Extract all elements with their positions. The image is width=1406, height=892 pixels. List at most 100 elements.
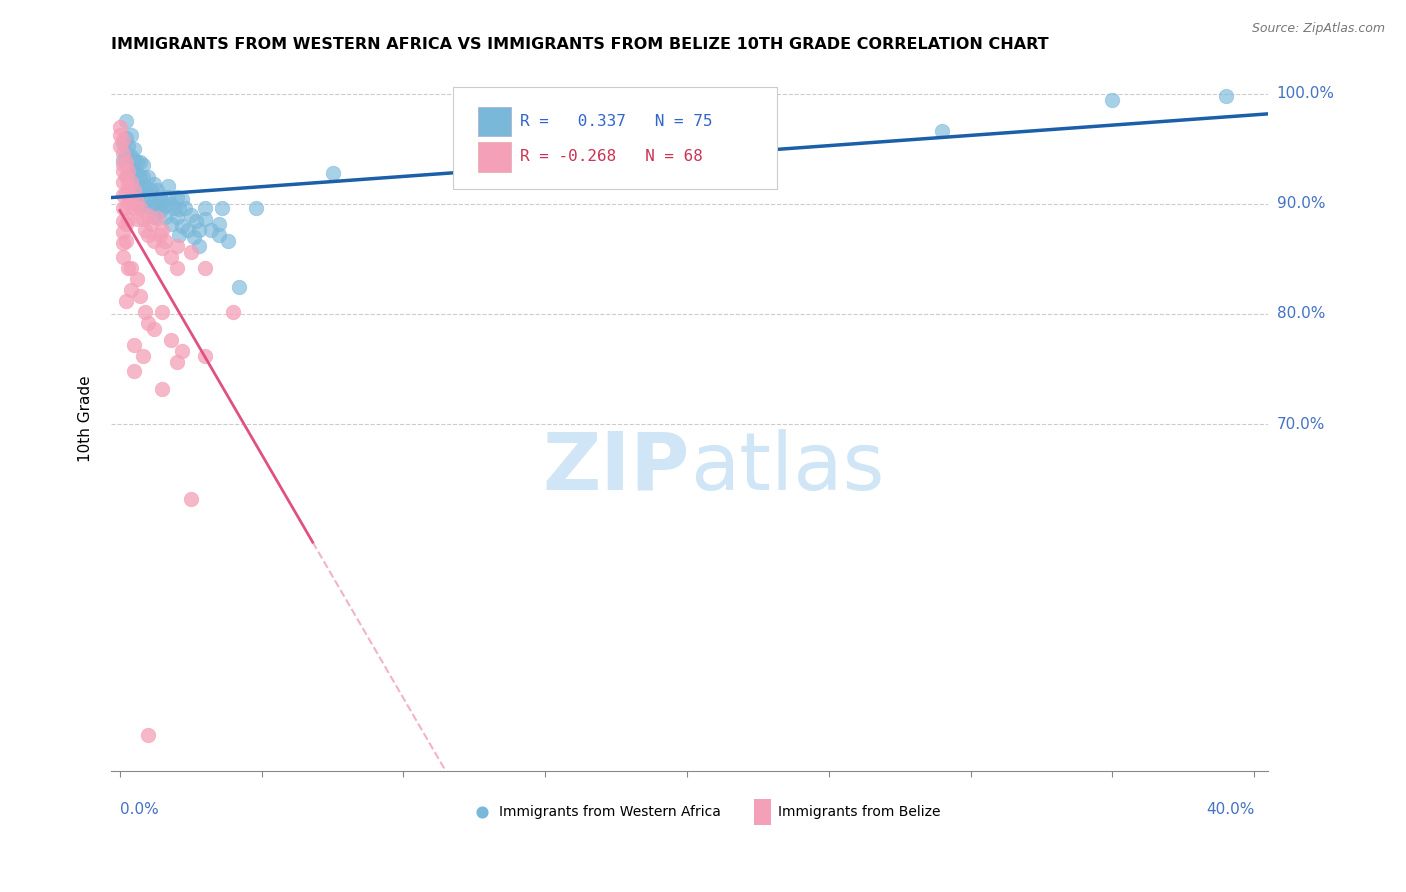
Point (122, 364, 145, 378)
Point (125, 194, 148, 209)
Point (155, 210, 177, 224)
Point (148, 204, 170, 219)
Point (108, 128, 131, 143)
Point (172, 219, 194, 233)
Text: Immigrants from Belize: Immigrants from Belize (778, 805, 941, 819)
Point (128, 201, 150, 215)
Point (134, 223, 156, 237)
Point (117, 260, 139, 275)
Point (148, 190, 170, 204)
Point (136, 227, 159, 242)
Point (1101, 93, 1123, 107)
Text: atlas: atlas (690, 429, 884, 507)
Point (120, 283, 142, 297)
Point (245, 201, 267, 215)
Point (108, 139, 131, 153)
Point (131, 212, 153, 227)
Text: 90.0%: 90.0% (1277, 196, 1326, 211)
Text: ZIP: ZIP (543, 429, 690, 507)
Point (117, 139, 139, 153)
Point (142, 322, 165, 336)
Point (148, 227, 170, 242)
Text: 70.0%: 70.0% (1277, 417, 1324, 432)
Point (208, 217, 231, 231)
Point (111, 136, 134, 150)
Point (111, 153, 134, 167)
Point (166, 238, 188, 252)
Point (157, 179, 180, 194)
Point (160, 217, 183, 231)
Point (122, 338, 145, 352)
Text: Source: ZipAtlas.com: Source: ZipAtlas.com (1251, 22, 1385, 36)
Point (134, 196, 156, 211)
Point (139, 199, 162, 213)
Point (174, 201, 197, 215)
Point (228, 280, 250, 294)
Point (160, 250, 183, 264)
Point (194, 349, 217, 363)
Point (172, 192, 194, 206)
Point (200, 223, 222, 237)
Point (177, 223, 200, 237)
Y-axis label: 10th Grade: 10th Grade (79, 376, 93, 462)
Point (136, 208, 159, 222)
Point (120, 163, 142, 178)
Point (122, 201, 145, 215)
Bar (478, 107, 510, 136)
Point (166, 190, 188, 204)
Point (222, 304, 245, 318)
Text: 100.0%: 100.0% (1277, 86, 1334, 101)
Point (125, 166, 148, 180)
Point (145, 184, 167, 198)
FancyBboxPatch shape (453, 87, 776, 189)
Point (111, 133, 134, 147)
Point (117, 163, 139, 178)
Point (150, 223, 173, 237)
Point (183, 229, 205, 244)
Point (142, 177, 165, 191)
Point (188, 223, 211, 237)
Text: Immigrants from Western Africa: Immigrants from Western Africa (499, 805, 721, 819)
Point (111, 146, 134, 161)
Point (122, 177, 145, 191)
Point (111, 188, 134, 202)
Point (477, 170, 499, 185)
Point (136, 188, 159, 202)
Text: 0.0%: 0.0% (120, 802, 159, 817)
Point (155, 199, 177, 213)
Point (125, 180, 148, 194)
Point (180, 491, 202, 506)
Point (131, 349, 153, 363)
Point (122, 166, 145, 180)
Point (142, 210, 165, 224)
Point (136, 316, 159, 330)
Point (111, 226, 134, 240)
Point (180, 208, 202, 222)
Text: IMMIGRANTS FROM WESTERN AFRICA VS IMMIGRANTS FROM BELIZE 10TH GRADE CORRELATION : IMMIGRANTS FROM WESTERN AFRICA VS IMMIGR… (111, 37, 1049, 53)
Point (169, 227, 191, 242)
Point (548, 139, 571, 153)
Point (122, 153, 145, 167)
Point (186, 214, 208, 228)
Bar (478, 142, 510, 172)
Point (111, 236, 134, 251)
Point (211, 201, 233, 215)
Point (136, 170, 159, 185)
Point (128, 154, 150, 169)
Text: 80.0%: 80.0% (1277, 307, 1324, 321)
Point (122, 142, 145, 156)
Point (157, 190, 180, 204)
Point (160, 334, 183, 348)
Point (111, 163, 134, 178)
Point (117, 194, 139, 209)
Point (114, 114, 136, 128)
Point (117, 154, 139, 169)
Point (122, 184, 145, 198)
Point (114, 201, 136, 215)
Point (125, 194, 148, 209)
Point (1215, 88, 1237, 103)
Point (117, 212, 139, 227)
Point (114, 147, 136, 161)
Point (114, 170, 136, 185)
Point (155, 234, 177, 248)
